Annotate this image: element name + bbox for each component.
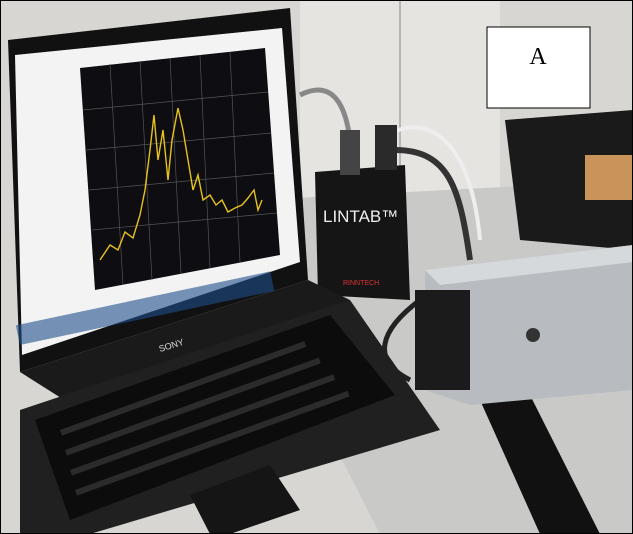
camera-top — [425, 245, 633, 285]
cable — [394, 147, 473, 261]
camera-body — [425, 245, 633, 405]
taskbar — [15, 271, 275, 345]
device-brand: LINTAB™ — [323, 207, 398, 226]
plot-area — [80, 48, 280, 290]
camera-screw — [526, 328, 540, 342]
keys — [60, 341, 350, 496]
plot-grid — [82, 51, 278, 286]
lintab-box — [315, 165, 410, 300]
laptop-hinge — [20, 280, 350, 410]
device-maker: RINNTECH — [343, 280, 379, 287]
fixture — [505, 110, 633, 250]
connector — [340, 130, 360, 175]
label-box — [486, 26, 591, 109]
panel-label: A — [529, 44, 547, 70]
cable — [298, 87, 353, 141]
connector — [375, 125, 397, 170]
spectrum-trace — [99, 107, 263, 261]
wood-sample — [585, 155, 633, 200]
touchpad — [190, 465, 300, 534]
stand — [480, 395, 600, 534]
camera-lens-mount — [415, 290, 470, 390]
